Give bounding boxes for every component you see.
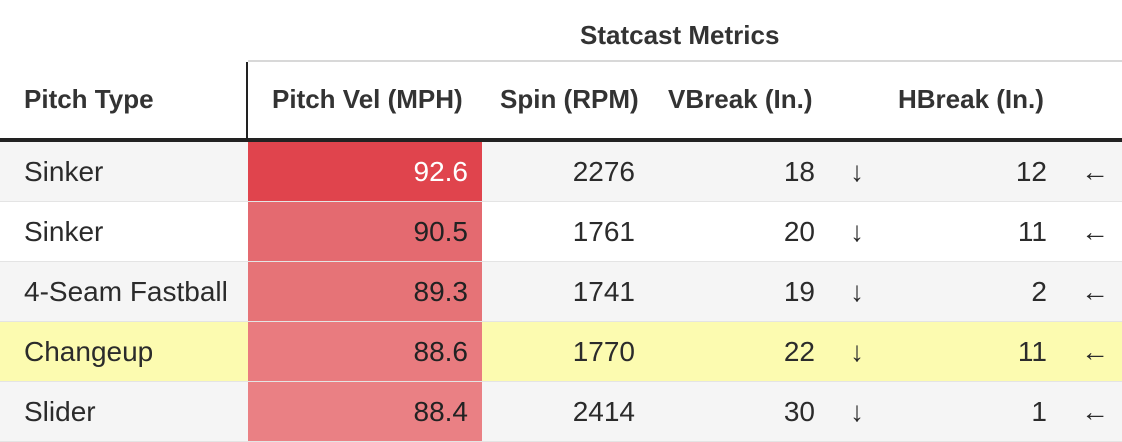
table-row: Changeup 88.6 1770 22 ↓ 11 ← [0,322,1122,382]
table-row: Sinker 92.6 2276 18 ↓ 12 ← [0,142,1122,202]
arrow-left-icon: ← [1081,396,1109,427]
spin-cell: 2414 [572,396,635,427]
table-row: Slider 88.4 2414 30 ↓ 1 ← [0,382,1122,442]
column-header-spin: Spin (RPM) [500,84,639,114]
velocity-cell: 88.4 [248,382,482,441]
pitch-type-cell: Sinker [24,216,104,247]
velocity-cell: 90.5 [248,202,482,261]
hbreak-cell: 11 [1017,336,1047,367]
vbreak-cell: 18 [783,156,815,187]
column-header-vbreak: VBreak (In.) [668,84,813,114]
arrow-down-icon: ↓ [850,216,864,247]
vbreak-cell: 19 [783,276,815,307]
pitch-type-cell: Changeup [24,336,154,367]
arrow-left-icon: ← [1081,156,1109,187]
vbreak-cell: 22 [783,336,815,367]
pitch-type-cell: Slider [24,396,96,427]
hbreak-cell: 12 [1015,156,1047,187]
arrow-left-icon: ← [1081,276,1109,307]
header-divider-vertical [246,62,248,138]
vbreak-cell: 20 [783,216,815,247]
header-divider-horizontal [0,138,1122,142]
column-header-hbreak: HBreak (In.) [898,84,1044,114]
arrow-left-icon: ← [1081,216,1109,247]
spin-cell: 1770 [572,336,635,367]
velocity-cell: 88.6 [248,322,482,381]
arrow-down-icon: ↓ [850,396,864,427]
arrow-left-icon: ← [1081,336,1109,367]
pitch-type-cell: Sinker [24,156,104,187]
arrow-down-icon: ↓ [850,156,864,187]
hbreak-cell: 2 [1031,276,1047,307]
vbreak-cell: 30 [783,396,815,427]
spanner-rule [248,0,1122,62]
velocity-cell: 89.3 [248,262,482,321]
pitch-type-cell: 4-Seam Fastball [24,276,228,307]
table-row: Sinker 90.5 1761 20 ↓ 11 ← [0,202,1122,262]
spin-cell: 2276 [572,156,635,187]
velocity-cell: 92.6 [248,142,482,201]
spin-cell: 1741 [572,276,635,307]
arrow-down-icon: ↓ [850,276,864,307]
hbreak-cell: 1 [1031,396,1047,427]
column-header-pitch-type: Pitch Type [24,84,154,114]
spanner-label: Statcast Metrics [580,20,780,50]
table-row: 4-Seam Fastball 89.3 1741 19 ↓ 2 ← [0,262,1122,322]
hbreak-cell: 11 [1017,216,1047,247]
column-header-pitch-vel: Pitch Vel (MPH) [272,84,463,114]
spin-cell: 1761 [572,216,635,247]
arrow-down-icon: ↓ [850,336,864,367]
